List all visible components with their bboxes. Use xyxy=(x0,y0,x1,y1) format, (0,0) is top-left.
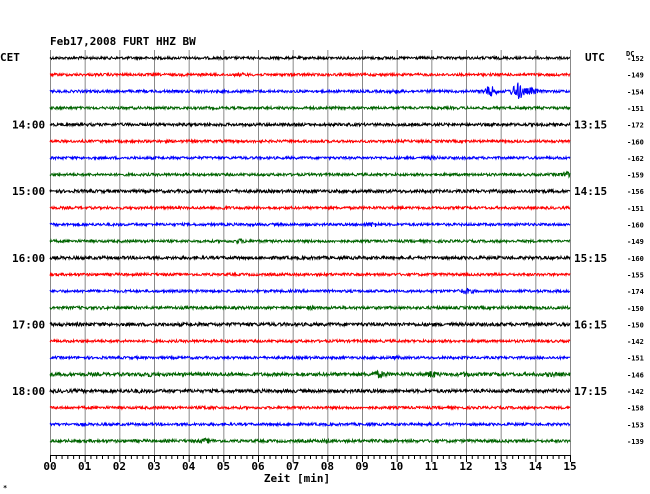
x-tick-label: 04 xyxy=(182,460,196,473)
corner-mark: * xyxy=(3,484,7,492)
dc-value: -149 xyxy=(627,72,644,80)
seismic-trace-8 xyxy=(49,170,571,179)
axes xyxy=(50,455,571,462)
dc-value: -153 xyxy=(627,421,644,429)
seismic-trace-19 xyxy=(49,354,571,361)
utc-time-label: 14:15 xyxy=(574,185,607,198)
seismic-trace-20 xyxy=(49,369,571,379)
dc-value: -156 xyxy=(627,188,644,196)
dc-value: -146 xyxy=(627,371,644,379)
seismic-trace-12 xyxy=(49,238,571,245)
utc-time-label: 15:15 xyxy=(574,252,607,265)
dc-value: -152 xyxy=(627,55,644,63)
seismic-trace-5 xyxy=(49,121,571,128)
seismic-trace-18 xyxy=(49,337,571,345)
x-tick-label: 06 xyxy=(251,460,265,473)
dc-value: -149 xyxy=(627,238,644,246)
seismic-trace-17 xyxy=(49,320,571,328)
x-tick-label: 12 xyxy=(459,460,472,473)
dc-value: -150 xyxy=(627,305,644,313)
x-tick-label: 13 xyxy=(494,460,507,473)
dc-value: -172 xyxy=(627,122,644,130)
x-tick-label: 00 xyxy=(43,460,56,473)
x-tick-label: 08 xyxy=(321,460,334,473)
seismic-trace-11 xyxy=(49,221,571,228)
seismic-trace-2 xyxy=(49,71,571,78)
x-tick-label: 14 xyxy=(529,460,543,473)
cet-time-label: 17:00 xyxy=(12,318,45,331)
dc-value: -151 xyxy=(627,205,644,213)
dc-value: -155 xyxy=(627,271,644,279)
dc-value: -160 xyxy=(627,138,644,146)
x-tick-label: 10 xyxy=(390,460,403,473)
seismic-trace-15 xyxy=(49,287,571,295)
dc-value: -150 xyxy=(627,321,644,329)
dc-value: -142 xyxy=(627,338,644,346)
dc-value: -142 xyxy=(627,388,644,396)
cet-label: CET xyxy=(0,51,20,64)
dc-value: -160 xyxy=(627,255,644,263)
x-tick-label: 07 xyxy=(286,460,299,473)
labels: Feb17,2008 FURT HHZ BW CET UTC DC Zeit [… xyxy=(0,35,644,492)
seismic-trace-22 xyxy=(49,404,571,411)
cet-time-label: 14:00 xyxy=(12,119,45,132)
utc-time-label: 17:15 xyxy=(574,385,607,398)
seismic-trace-24 xyxy=(49,437,571,445)
seismic-trace-13 xyxy=(49,254,571,262)
dc-value: -162 xyxy=(627,155,644,163)
cet-time-label: 18:00 xyxy=(12,385,45,398)
seismic-trace-16 xyxy=(49,304,571,312)
utc-time-label: 13:15 xyxy=(574,119,607,132)
dc-value: -159 xyxy=(627,172,644,180)
dc-value: -160 xyxy=(627,222,644,230)
seismic-trace-3 xyxy=(49,82,571,100)
dc-value: -158 xyxy=(627,405,644,413)
dc-value: -151 xyxy=(627,105,644,113)
cet-time-label: 15:00 xyxy=(12,185,45,198)
dc-value: -139 xyxy=(627,438,644,446)
grid xyxy=(50,50,571,455)
seismic-trace-10 xyxy=(49,204,571,212)
x-tick-label: 11 xyxy=(425,460,439,473)
seismic-trace-6 xyxy=(49,138,571,145)
cet-time-label: 16:00 xyxy=(12,252,45,265)
x-tick-label: 15 xyxy=(563,460,576,473)
x-tick-label: 01 xyxy=(78,460,92,473)
chart-title: Feb17,2008 FURT HHZ BW xyxy=(50,35,196,48)
dc-value: -151 xyxy=(627,355,644,363)
seismic-trace-1 xyxy=(49,54,571,62)
x-axis-label: Zeit [min] xyxy=(264,472,330,485)
seismic-trace-23 xyxy=(49,421,571,428)
x-tick-label: 09 xyxy=(355,460,368,473)
x-tick-label: 02 xyxy=(113,460,126,473)
utc-time-label: 16:15 xyxy=(574,318,607,331)
traces xyxy=(49,54,571,445)
dc-value: -174 xyxy=(627,288,644,296)
x-tick-label: 05 xyxy=(217,460,230,473)
x-tick-label: 03 xyxy=(147,460,160,473)
seismic-trace-4 xyxy=(49,104,571,112)
seismic-trace-7 xyxy=(49,154,571,162)
seismic-trace-9 xyxy=(49,187,571,195)
dc-value: -154 xyxy=(627,88,644,96)
seismic-trace-21 xyxy=(49,387,571,395)
seismic-trace-14 xyxy=(49,271,571,278)
dc-label: DC xyxy=(626,50,634,58)
utc-label: UTC xyxy=(585,51,605,64)
